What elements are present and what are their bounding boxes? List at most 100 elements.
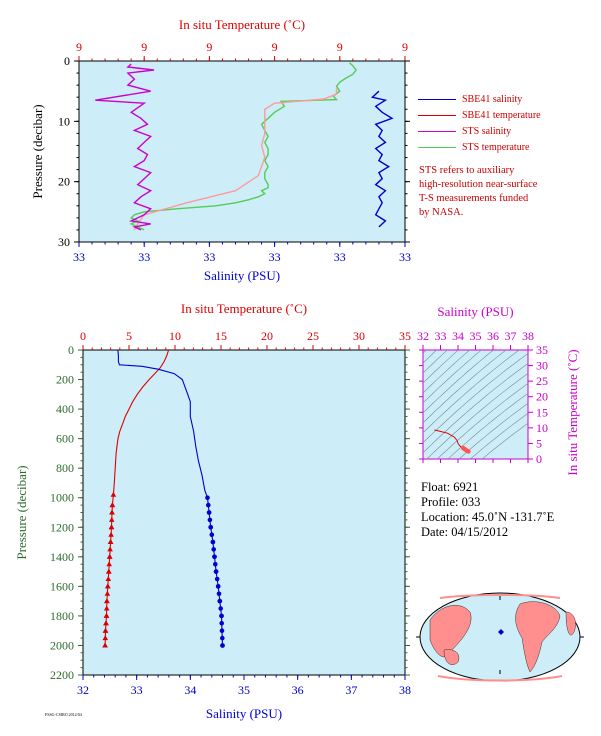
profile-temp-tick-label: 25: [307, 329, 319, 343]
temperature-marker: [104, 590, 111, 596]
profile-temp-tick-label: 20: [261, 329, 273, 343]
credit-text: FSSG-CSIRO 2012/04: [45, 712, 82, 717]
top-sal-tick-label: 33: [269, 250, 281, 264]
temperature-marker: [103, 605, 110, 611]
top-temp-tick-label: 9: [206, 40, 212, 54]
ts-sal-tick-label: 36: [487, 329, 499, 343]
top-y-tick-label: 30: [58, 235, 70, 249]
profile-y-tick-label: 2000: [50, 638, 74, 652]
profile-temp-tick-label: 0: [80, 329, 86, 343]
ts-temp-axis-title: In situ Temperature (˚C): [565, 349, 580, 475]
profile-y-tick-label: 1200: [50, 520, 74, 534]
legend-sbe41-temperature: SBE41 temperature: [418, 107, 541, 123]
density-contour: [423, 350, 520, 434]
density-contour: [423, 244, 528, 333]
density-contour: [481, 422, 528, 459]
salinity-marker: [217, 598, 223, 604]
top-series-sbe41-temperature: [133, 88, 338, 231]
temperature-marker: [108, 524, 115, 530]
salinity-marker: [213, 561, 218, 567]
date: Date: 04/15/2012: [421, 525, 509, 539]
density-contour: [423, 350, 482, 404]
ts-sal-tick-label: 38: [522, 329, 534, 343]
profile-number: Profile: 033: [421, 495, 481, 509]
salinity-marker: [219, 628, 225, 633]
salinity-marker: [210, 539, 216, 545]
temperature-marker: [107, 546, 113, 552]
ts-point: [466, 449, 471, 454]
density-contour: [469, 413, 528, 459]
map-asia-australia: [429, 605, 472, 658]
density-contour: [423, 350, 471, 394]
profile-temp-tick-label: 35: [399, 329, 411, 343]
temperature-marker: [107, 539, 114, 544]
density-contour: [458, 403, 528, 459]
map-americas: [515, 601, 561, 673]
density-contour: [423, 350, 494, 414]
salinity-marker: [215, 584, 221, 589]
temperature-marker: [105, 583, 111, 589]
profile-y-tick-label: 0: [68, 343, 74, 357]
legend-label: SBE41 temperature: [462, 109, 541, 121]
note-line: T-S measurements funded: [419, 193, 529, 204]
profile-temp-tick-label: 5: [126, 329, 132, 343]
salinity-marker: [207, 517, 213, 523]
top-sal-tick-label: 33: [203, 250, 215, 264]
map-float-location: [498, 629, 504, 635]
temperature-marker: [102, 642, 108, 648]
top-y-tick-label: 10: [58, 114, 70, 128]
temperature-marker: [110, 491, 117, 497]
ts-sal-axis-title: Salinity (PSU): [437, 304, 513, 319]
profile-temp-tick-label: 15: [215, 329, 227, 343]
legend-sts-temperature: STS temperature: [418, 139, 541, 155]
salinity-marker: [209, 532, 215, 537]
profile-y-tick-label: 200: [56, 373, 74, 387]
profile-y-tick-label: 600: [56, 432, 74, 446]
profile-y-tick-label: 800: [56, 461, 74, 475]
world-map: [416, 592, 584, 682]
temperature-marker: [104, 598, 110, 604]
salinity-marker: [214, 576, 220, 582]
top-legend: SBE41 salinity SBE41 temperature STS sal…: [418, 91, 541, 155]
salinity-marker: [219, 613, 224, 619]
legend-swatch-sbe41-temperature: [418, 114, 456, 116]
map-antarctica: [437, 675, 563, 682]
map-australia: [443, 649, 460, 665]
density-contour: [423, 350, 507, 424]
salinity-marker: [220, 643, 225, 648]
profile-y-tick-label: 1600: [50, 579, 74, 593]
profile-sal-tick-label: 35: [238, 683, 250, 697]
profile-sal-tick-label: 33: [131, 683, 143, 697]
ts-temp-tick-label: 30: [536, 359, 548, 373]
legend-swatch-sbe41-salinity: [418, 98, 456, 100]
density-contour: [423, 353, 528, 444]
temperature-marker: [106, 568, 112, 574]
top-temp-tick-label: 9: [76, 40, 82, 54]
profile-y-tick-label: 1800: [50, 609, 74, 623]
salinity-marker: [211, 547, 216, 552]
top-temp-tick-label: 9: [337, 40, 343, 54]
ts-sal-tick-label: 33: [435, 329, 447, 343]
temperature-marker: [108, 531, 114, 537]
float-id: Float: 6921: [421, 480, 479, 494]
map-europe-africa: [565, 611, 576, 636]
top-temp-tick-label: 9: [272, 40, 278, 54]
top-sal-tick-label: 33: [334, 250, 346, 264]
temperature-marker: [103, 620, 109, 626]
top-sal-tick-label: 33: [73, 250, 85, 264]
legend-label: STS temperature: [462, 141, 530, 153]
profile-sal-tick-label: 36: [292, 683, 304, 697]
density-contour: [426, 373, 528, 459]
profile-sal-tick-label: 32: [77, 683, 89, 697]
map-arctic: [439, 594, 561, 599]
top-sal-axis-title: Salinity (PSU): [204, 268, 280, 283]
note-line: by NASA.: [419, 207, 464, 218]
salinity-marker: [208, 525, 213, 530]
ts-sal-tick-label: 34: [452, 329, 464, 343]
salinity-marker: [216, 591, 222, 597]
ts-sal-tick-label: 32: [417, 329, 429, 343]
temperature-marker: [102, 627, 109, 633]
profile-y-tick-label: 1400: [50, 550, 74, 564]
ts-sal-tick-label: 37: [505, 329, 517, 343]
temperature-marker: [109, 509, 115, 515]
